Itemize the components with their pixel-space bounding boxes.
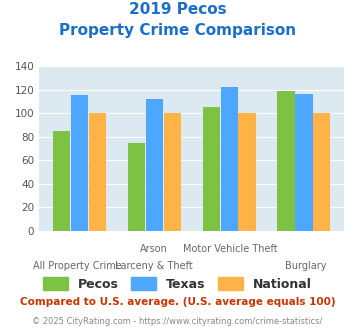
Text: Arson: Arson [140,244,168,254]
Text: Compared to U.S. average. (U.S. average equals 100): Compared to U.S. average. (U.S. average … [20,297,335,307]
Bar [295,94,312,231]
Legend: Pecos, Texas, National: Pecos, Texas, National [38,272,317,296]
Text: Motor Vehicle Theft: Motor Vehicle Theft [182,244,277,254]
Text: Property Crime Comparison: Property Crime Comparison [59,23,296,38]
Bar [203,107,220,231]
Bar [277,91,295,231]
Bar [89,113,106,231]
Text: © 2025 CityRating.com - https://www.cityrating.com/crime-statistics/: © 2025 CityRating.com - https://www.city… [32,317,323,326]
Bar [164,113,181,231]
Text: All Property Crime: All Property Crime [33,261,121,271]
Text: 2019 Pecos: 2019 Pecos [129,2,226,16]
Bar [71,95,88,231]
Bar [220,87,238,231]
Bar [239,113,256,231]
Bar [146,99,163,231]
Bar [128,143,145,231]
Text: Burglary: Burglary [285,261,327,271]
Text: Larceny & Theft: Larceny & Theft [115,261,192,271]
Bar [53,131,70,231]
Bar [313,113,331,231]
